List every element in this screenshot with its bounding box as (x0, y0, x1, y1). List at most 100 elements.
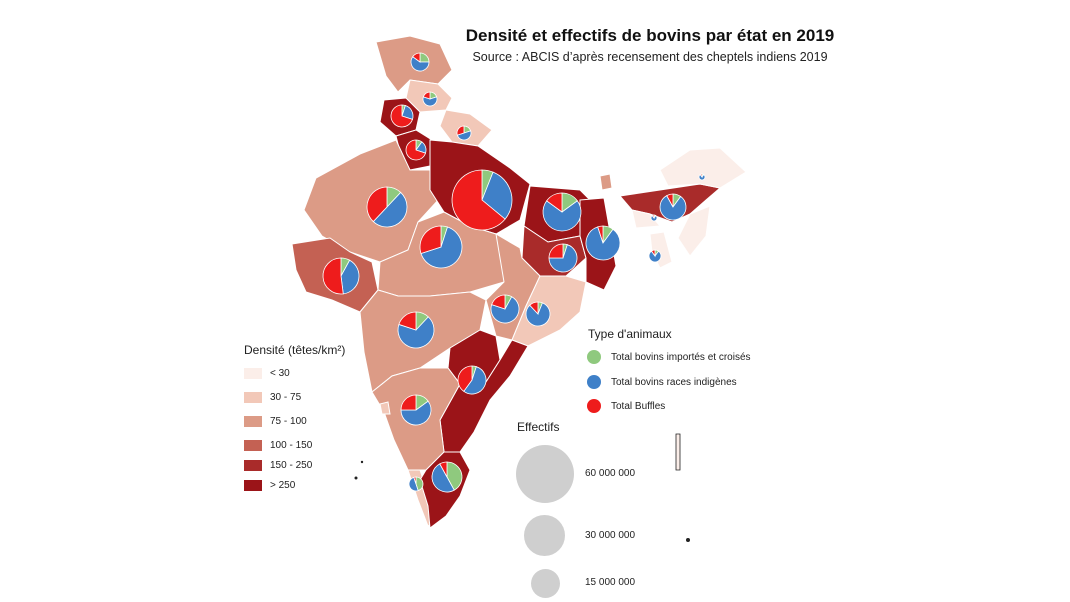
pie-slice (548, 243, 564, 259)
density-label: 75 - 100 (270, 415, 307, 427)
pie-slice (585, 226, 621, 261)
state-pie (451, 169, 513, 231)
pie-slice (322, 257, 344, 295)
state-pie (400, 394, 432, 426)
pie-slice (340, 259, 360, 295)
type-legend-item: Total bovins races indigènes (587, 375, 737, 389)
type-label: Total Buffles (611, 400, 666, 412)
state-pie (366, 186, 408, 228)
pie-slice (400, 400, 432, 426)
state-meghalaya (631, 209, 661, 229)
pie-slice (491, 294, 506, 310)
state-pie (698, 173, 706, 181)
type-legend-title: Type d'animaux (588, 327, 672, 341)
pie-slice (410, 56, 430, 72)
state-pie (650, 214, 658, 222)
state-arunachal (659, 147, 747, 189)
density-legend-item: 75 - 100 (244, 414, 307, 428)
state-pie (390, 104, 414, 128)
pie-slice (597, 225, 604, 244)
type-dot (587, 399, 601, 413)
state-sikkim (599, 173, 613, 191)
state-pie (525, 301, 551, 327)
pie-slice (420, 226, 463, 269)
pie-slice (699, 173, 703, 179)
islands-nicobar (686, 538, 690, 542)
islands-andaman (675, 433, 681, 471)
map-title: Densité et effectifs de bovins par état … (465, 26, 835, 45)
pie-slice (546, 192, 563, 213)
pie-slice (413, 476, 417, 485)
state-pie (431, 461, 463, 493)
pie-slice (422, 91, 431, 100)
type-legend-item: Total bovins importés et croisés (587, 350, 751, 364)
density-swatch (244, 459, 262, 471)
state-nagaland-manipur (677, 205, 711, 257)
type-legend-item: Total Buffles (587, 399, 665, 413)
pie-slice (481, 171, 513, 220)
state-pie (419, 225, 463, 269)
density-legend-item: 100 - 150 (244, 438, 312, 452)
state-pie (490, 294, 520, 324)
state-pie (457, 365, 487, 395)
density-legend-item: 30 - 75 (244, 390, 301, 404)
size-legend-title: Effectifs (517, 420, 560, 434)
type-dot (587, 375, 601, 389)
density-label: 150 - 250 (270, 459, 313, 471)
state-pie (548, 243, 578, 273)
pie-slice (650, 249, 656, 258)
state-pie (648, 249, 662, 263)
size-legend-label: 60 000 000 (585, 468, 636, 479)
density-swatch (244, 439, 262, 451)
pie-charts (322, 52, 706, 493)
state-pie (405, 139, 427, 161)
pie-slice (542, 200, 582, 232)
pie-slice (659, 195, 687, 221)
pie-slice (463, 366, 487, 395)
pie-slice (456, 130, 472, 141)
density-label: 100 - 150 (270, 439, 313, 451)
pie-slice (422, 96, 438, 107)
pie-slice (397, 316, 435, 349)
density-swatch (244, 415, 262, 427)
state-pie (585, 225, 621, 261)
pie-slice (457, 365, 473, 392)
pie-slice (366, 186, 388, 223)
pie-slice (456, 125, 465, 136)
pie-slice (666, 193, 674, 208)
state-pie (456, 125, 472, 141)
pie-slice (400, 394, 417, 411)
density-legend-item: 150 - 250 (244, 458, 312, 472)
pie-slice (439, 461, 448, 478)
pie-slice (490, 296, 520, 324)
density-label: < 30 (270, 367, 290, 379)
density-legend-item: > 250 (244, 478, 295, 492)
size-legend-label: 15 000 000 (585, 577, 636, 588)
size-legend-circle (524, 515, 566, 557)
density-swatch (244, 367, 262, 379)
type-label: Total bovins importés et croisés (611, 351, 751, 363)
density-label: > 250 (270, 479, 296, 491)
density-swatch (244, 479, 262, 491)
size-legend-label: 30 000 000 (585, 530, 636, 541)
density-label: 30 - 75 (270, 391, 302, 403)
pie-slice (529, 301, 539, 316)
state-pie (422, 91, 438, 107)
size-legend-circle (516, 445, 574, 503)
size-legend-circle (530, 568, 560, 598)
pie-slice (651, 214, 655, 220)
state-goa (379, 401, 391, 415)
pie-slice (451, 169, 506, 231)
pie-slice (408, 476, 419, 492)
density-legend-item: < 30 (244, 366, 290, 380)
state-pie (410, 52, 430, 72)
pie-slice (390, 104, 413, 128)
state-pie (397, 311, 435, 349)
pie-slice (398, 311, 417, 331)
map-subtitle: Source : ABCIS d’après recensement des c… (472, 50, 828, 64)
type-dot (587, 350, 601, 364)
pie-slice (412, 52, 421, 63)
pie-slice (405, 139, 427, 161)
